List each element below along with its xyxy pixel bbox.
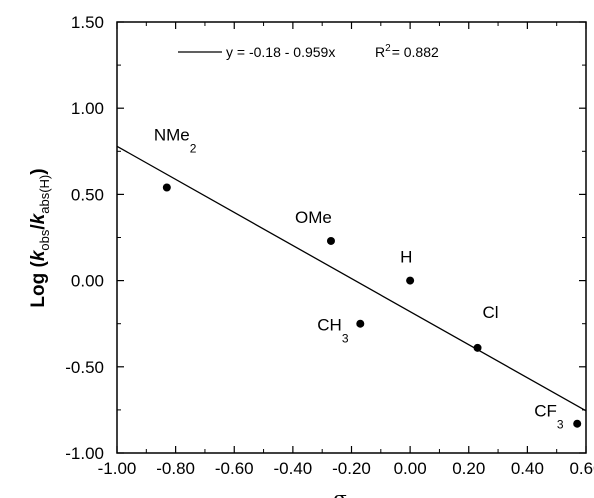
x-tick-label: 0.20 [452,459,485,478]
point-label-main: CH [317,316,342,335]
point-label: CF3 [534,402,564,432]
x-tick-label: 0.60 [569,459,594,478]
y-tick-label: -1.00 [65,444,104,463]
y-tick-label: 1.50 [71,13,104,32]
ylabel-k1: k [28,249,49,261]
tick-labels: -1.00 -0.80 -0.60 -0.40 -0.20 0.00 0.20 0.40 0.6… [65,13,594,478]
point-label-sub: 2 [190,142,197,156]
y-tick-label: -0.50 [65,358,104,377]
data-point [356,319,365,328]
ylabel-prefix: Log ( [28,260,49,307]
legend-r2-sup: 2 [385,43,391,54]
x-tick-label: -0.60 [215,459,254,478]
fit-line [116,145,587,412]
plot-frame [116,21,587,454]
ylabel-k2: k [28,212,49,224]
x-tick-label: 0.00 [394,459,427,478]
x-tick-label: -0.20 [332,459,371,478]
y-tick-label: 0.50 [71,185,104,204]
data-point [473,343,482,352]
point-label: H [400,248,412,267]
data-points [162,183,582,428]
point-label-main: NMe [154,126,190,145]
point-label: OMe [295,208,332,227]
point-label-main: OMe [295,208,332,227]
x-tick-label: -1.00 [98,459,137,478]
legend: y = -0.18 - 0.959x R2= 0.882 [178,43,439,60]
point-label-sub: 3 [557,418,564,432]
legend-equation: y = -0.18 - 0.959x [226,44,335,60]
data-point [162,183,171,192]
fit-line-layer [116,145,587,412]
point-label-main: CF [534,402,557,421]
point-label-main: H [400,248,412,267]
ylabel-sub1: obs [37,229,52,250]
point-label-sub: 3 [342,332,349,346]
point-label: NMe2 [154,126,197,156]
point-label: CH3 [317,316,349,346]
legend-r2-label: R [375,44,385,60]
data-point [573,419,582,428]
x-tick-label: -0.40 [274,459,313,478]
legend-r2: R2= 0.882 [375,43,439,60]
x-tick-label: -0.80 [156,459,195,478]
y-tick-label: 0.00 [71,272,104,291]
ylabel-suffix: ) [28,168,49,174]
tick-marks [116,21,587,454]
legend-r2-value: = 0.882 [392,44,439,60]
data-point [326,236,335,245]
y-tick-label: 1.00 [71,99,104,118]
ylabel-sub2: abs(H) [37,175,52,214]
data-point [406,276,415,285]
point-label-main: Cl [483,303,499,322]
x-axis-label: σ [333,486,347,498]
point-label: Cl [483,303,499,322]
y-axis-label: Log (kobs/kabs(H)) [28,168,52,307]
ylabel-slash: / [28,224,49,230]
x-tick-label: 0.40 [511,459,544,478]
